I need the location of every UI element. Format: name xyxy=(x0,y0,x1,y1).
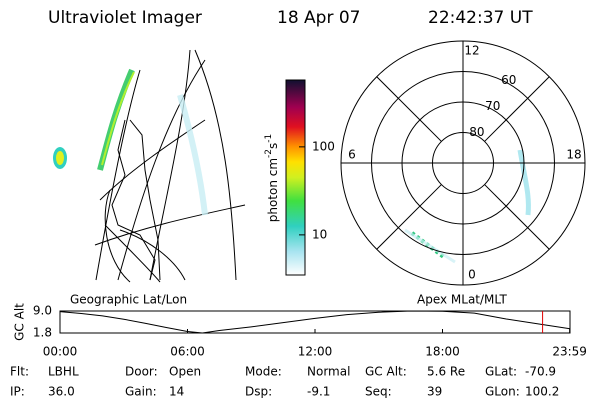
polar-diagonal xyxy=(484,184,550,250)
lat-ring-label: 70 xyxy=(485,99,500,113)
altitude-label: GC Alt xyxy=(13,303,27,341)
info-label: GLon: xyxy=(485,385,520,399)
info-value: -9.1 xyxy=(307,385,330,399)
colorbar-tick-label: 100 xyxy=(312,139,335,153)
lat-ring-label: 80 xyxy=(469,125,484,139)
date: 18 Apr 07 xyxy=(277,8,360,28)
geographic-image xyxy=(53,49,246,283)
info-value: 36.0 xyxy=(48,385,75,399)
title: Ultraviolet Imager xyxy=(48,8,202,28)
info-value: -70.9 xyxy=(525,365,556,379)
colorbar-label: photon cm-2s-1 xyxy=(264,134,280,223)
info-label: Door: xyxy=(125,365,158,379)
y-tick-label: 1.8 xyxy=(33,326,52,340)
x-tick-label: 23:59 xyxy=(552,345,587,359)
mlt-label: 6 xyxy=(348,148,356,162)
info-label: Flt: xyxy=(10,365,29,379)
polar-diagonal xyxy=(484,76,550,142)
mlt-label: 12 xyxy=(464,44,479,58)
x-tick-label: 18:00 xyxy=(425,345,460,359)
lat-ring-label: 60 xyxy=(501,73,516,87)
info-value: Open xyxy=(169,365,201,379)
info-value: 5.6 Re xyxy=(427,365,465,379)
info-label: IP: xyxy=(10,385,25,399)
altitude-line xyxy=(59,310,571,334)
polar-diagonal xyxy=(376,184,442,250)
caption-right: Apex MLat/MLT xyxy=(417,293,507,307)
x-tick-label: 00:00 xyxy=(43,345,78,359)
info-label: Seq: xyxy=(365,385,392,399)
info-label: Mode: xyxy=(245,365,282,379)
info-value: Normal xyxy=(307,365,350,379)
time: 22:42:37 UT xyxy=(428,8,533,28)
polar-diagonal xyxy=(376,76,442,142)
info-value: LBHL xyxy=(48,365,79,379)
info-value: 14 xyxy=(169,385,184,399)
y-tick-label: 9.0 xyxy=(33,304,52,318)
x-tick-label: 06:00 xyxy=(170,345,205,359)
mlt-label: 18 xyxy=(566,148,581,162)
info-label: Gain: xyxy=(125,385,157,399)
mlt-label: 0 xyxy=(468,268,476,282)
info-value: 100.2 xyxy=(525,385,559,399)
caption-left: Geographic Lat/Lon xyxy=(70,293,187,307)
info-label: GLat: xyxy=(485,365,517,379)
x-tick-label: 12:00 xyxy=(298,345,333,359)
colorbar-tick-label: 10 xyxy=(312,227,327,241)
info-label: GC Alt: xyxy=(365,365,407,379)
info-label: Dsp: xyxy=(245,385,272,399)
info-value: 39 xyxy=(427,385,442,399)
colorbar xyxy=(285,79,306,276)
